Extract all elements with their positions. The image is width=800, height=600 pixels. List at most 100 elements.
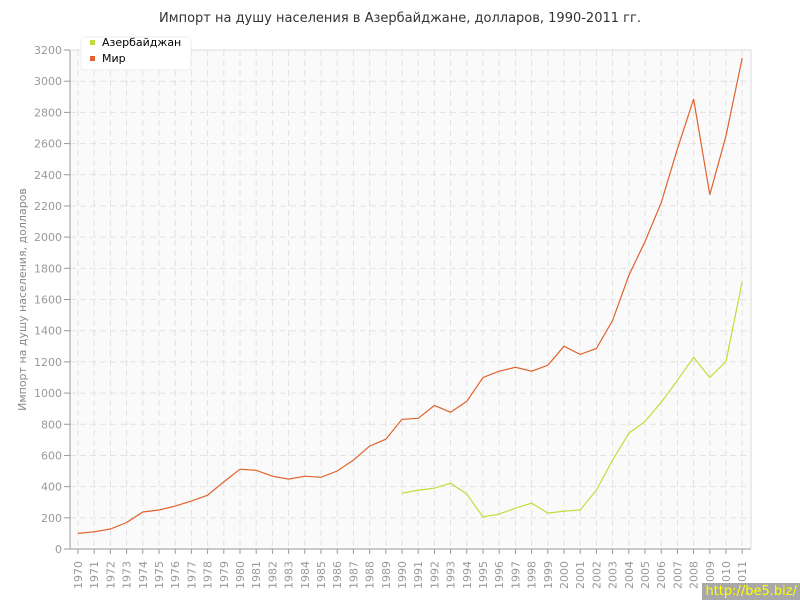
- data-point: [336, 470, 339, 473]
- y-tick-label: 2400: [34, 169, 62, 182]
- legend-box: [80, 36, 192, 71]
- x-tick-label: 1975: [153, 561, 166, 589]
- y-tick-label: 3200: [34, 44, 62, 57]
- x-tick-label: 1993: [445, 561, 458, 589]
- y-tick-label: 1000: [34, 387, 62, 400]
- data-point: [498, 370, 501, 373]
- data-point: [692, 356, 695, 359]
- data-point: [644, 420, 647, 423]
- x-tick-label: 2006: [655, 561, 668, 589]
- x-tick-label: 2000: [558, 561, 571, 589]
- x-tick-label: 1979: [218, 561, 231, 589]
- data-point: [741, 280, 744, 283]
- legend-swatch: [90, 40, 95, 45]
- data-point: [546, 364, 549, 367]
- data-point: [158, 509, 161, 512]
- data-point: [708, 376, 711, 379]
- data-point: [611, 319, 614, 322]
- data-point: [320, 476, 323, 479]
- data-point: [514, 366, 517, 369]
- data-point: [303, 475, 306, 478]
- x-tick-label: 1992: [428, 561, 441, 589]
- y-tick-label: 2600: [34, 138, 62, 151]
- y-tick-label: 400: [41, 481, 62, 494]
- y-tick-label: 1800: [34, 262, 62, 275]
- data-point: [579, 509, 582, 512]
- y-tick-label: 2000: [34, 231, 62, 244]
- data-point: [627, 274, 630, 277]
- data-point: [627, 432, 630, 435]
- data-point: [368, 445, 371, 448]
- data-point: [563, 510, 566, 513]
- watermark[interactable]: http://be5.biz/: [702, 583, 800, 600]
- x-tick-label: 1981: [250, 561, 263, 589]
- x-tick-label: 1973: [121, 561, 134, 589]
- y-axis-label: Импорт на душу населения, долларов: [16, 188, 29, 411]
- x-tick-label: 1982: [266, 561, 279, 589]
- x-tick-label: 1989: [380, 561, 393, 589]
- data-point: [725, 360, 728, 363]
- data-point: [109, 528, 112, 531]
- x-tick-label: 2001: [574, 561, 587, 589]
- data-point: [465, 493, 468, 496]
- data-point: [125, 521, 128, 524]
- x-tick-label: 2008: [688, 561, 701, 589]
- data-point: [482, 516, 485, 519]
- x-tick-label: 1990: [396, 561, 409, 589]
- x-tick-label: 2003: [607, 561, 620, 589]
- legend-label: Мир: [102, 52, 126, 65]
- x-tick-label: 1970: [72, 561, 85, 589]
- data-point: [449, 411, 452, 414]
- y-tick-label: 2200: [34, 200, 62, 213]
- x-tick-label: 2005: [639, 561, 652, 589]
- data-point: [563, 345, 566, 348]
- data-point: [530, 502, 533, 505]
- data-point: [417, 489, 420, 492]
- data-point: [141, 511, 144, 514]
- data-point: [93, 530, 96, 533]
- data-point: [708, 193, 711, 196]
- y-tick-label: 1400: [34, 325, 62, 338]
- data-point: [660, 201, 663, 204]
- data-point: [190, 500, 193, 503]
- data-point: [595, 489, 598, 492]
- data-point: [206, 494, 209, 497]
- x-tick-label: 1978: [202, 561, 215, 589]
- x-tick-label: 2004: [623, 561, 636, 589]
- y-tick-label: 2800: [34, 106, 62, 119]
- x-tick-label: 1977: [185, 561, 198, 589]
- data-point: [530, 370, 533, 373]
- x-tick-label: 1984: [299, 561, 312, 589]
- data-point: [352, 459, 355, 462]
- data-point: [77, 532, 80, 535]
- data-point: [546, 512, 549, 515]
- data-point: [498, 513, 501, 516]
- y-tick-label: 1200: [34, 356, 62, 369]
- x-tick-label: 1997: [509, 561, 522, 589]
- x-tick-label: 1985: [315, 561, 328, 589]
- x-tick-label: 1987: [347, 561, 360, 589]
- x-tick-label: 1972: [104, 561, 117, 589]
- legend-swatch: [90, 56, 95, 61]
- x-tick-label: 1980: [234, 561, 247, 589]
- x-tick-label: 1983: [283, 561, 296, 589]
- data-point: [579, 353, 582, 356]
- x-tick-label: 1998: [526, 561, 539, 589]
- data-point: [433, 404, 436, 407]
- data-point: [287, 478, 290, 481]
- data-point: [174, 505, 177, 508]
- y-tick-label: 600: [41, 449, 62, 462]
- data-point: [239, 468, 242, 471]
- x-tick-label: 2002: [590, 561, 603, 589]
- x-tick-label: 1994: [461, 561, 474, 589]
- data-point: [255, 469, 258, 472]
- data-point: [449, 482, 452, 485]
- x-tick-label: 2009: [704, 561, 717, 589]
- x-tick-label: 1996: [493, 561, 506, 589]
- data-point: [676, 147, 679, 150]
- data-point: [401, 418, 404, 421]
- data-point: [514, 507, 517, 510]
- x-tick-label: 1976: [169, 561, 182, 589]
- series-line-0: [401, 281, 743, 518]
